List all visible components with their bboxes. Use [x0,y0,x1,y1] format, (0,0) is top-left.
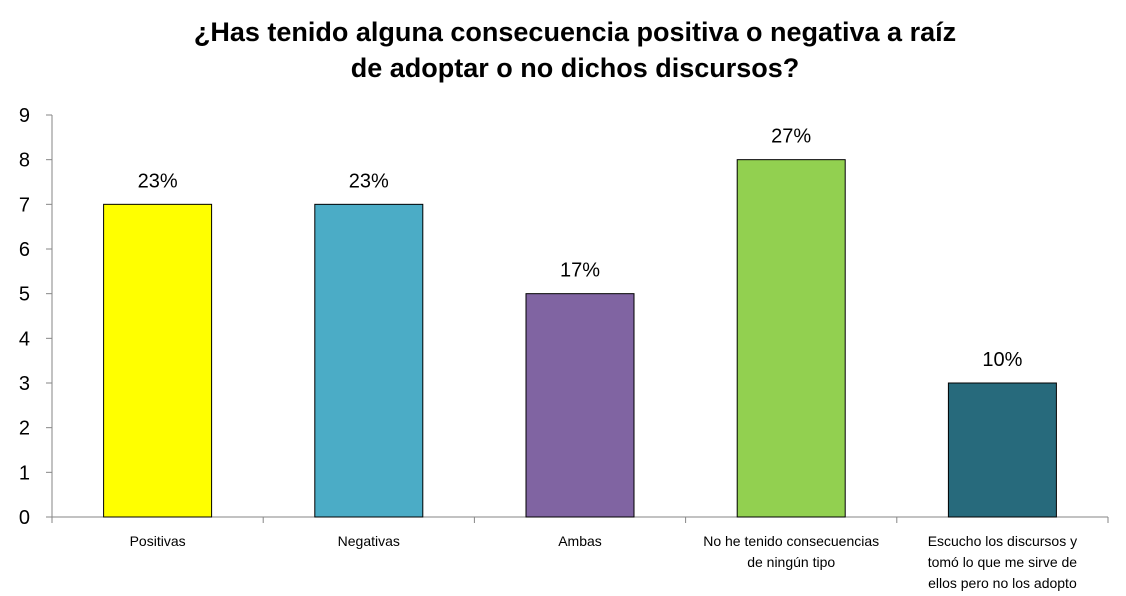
y-tick-label-6: 6 [19,239,30,261]
category-label-0-0: Positivas [130,533,186,549]
y-tick-label-2: 2 [19,418,30,440]
category-label-2-0: Ambas [558,533,602,549]
data-label-4: 10% [982,349,1022,371]
y-tick-label-8: 8 [19,150,30,172]
bar-1 [314,203,424,518]
data-label-0: 23% [138,170,178,192]
bar-0 [103,203,213,518]
category-label-3-0: No he tenido consecuencias [703,533,879,549]
y-tick-label-5: 5 [19,284,30,306]
y-tick-label-4: 4 [19,328,30,350]
y-tick-label-3: 3 [19,373,30,395]
bar-4 [947,382,1057,518]
bar-3 [736,159,846,518]
chart-title: ¿Has tenido alguna consecuencia positiva… [193,17,957,83]
y-tick-label-7: 7 [19,194,30,216]
category-label-1-0: Negativas [338,533,400,549]
y-tick-label-0: 0 [19,507,30,529]
bar-2 [525,293,635,518]
data-label-1: 23% [349,170,389,192]
category-label-4-2: ellos pero no los adopto [928,575,1077,591]
data-label-3: 27% [771,126,811,148]
y-tick-label-1: 1 [19,462,30,484]
data-label-2: 17% [560,260,600,282]
category-label-4-1: tomó lo que me sirve de [928,554,1078,570]
category-label-3-1: de ningún tipo [747,554,835,570]
category-label-4-0: Escucho los discursos y [928,533,1077,549]
y-tick-label-9: 9 [19,105,30,127]
